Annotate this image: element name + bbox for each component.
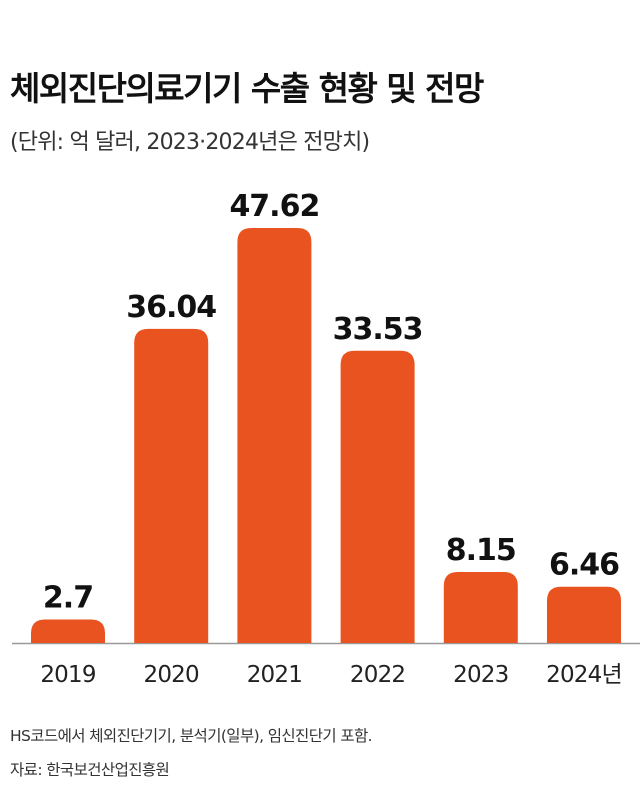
- footnote: HS코드에서 체외진단기기, 분석기(일부), 임신진단기 포함.: [10, 727, 373, 745]
- bar: [340, 350, 415, 643]
- bar: [237, 228, 312, 643]
- source-credit: 자료: 한국보건산업진흥원: [10, 761, 170, 779]
- chart-subtitle: (단위: 억 달러, 2023·2024년은 전망치): [10, 130, 370, 155]
- data-label: 2.7: [43, 580, 93, 615]
- data-label: 6.46: [549, 548, 619, 583]
- data-label: 36.04: [126, 290, 216, 325]
- chart-title: 체외진단의료기기 수출 현황 및 전망: [10, 69, 484, 108]
- data-label: 8.15: [446, 533, 516, 568]
- x-tick-label: 2019: [40, 662, 95, 688]
- bar: [443, 571, 518, 643]
- x-tick-label: 2020: [144, 662, 199, 688]
- x-tick-label: 2023: [453, 662, 508, 688]
- x-tick-label: 2021: [247, 662, 302, 688]
- x-tick-label: 2022: [350, 662, 405, 688]
- data-label: 47.62: [229, 189, 319, 224]
- bar: [134, 328, 209, 643]
- x-tick-label: 2024년: [546, 662, 622, 688]
- data-label: 33.53: [333, 312, 423, 347]
- bar: [547, 586, 621, 643]
- bar: [31, 619, 105, 643]
